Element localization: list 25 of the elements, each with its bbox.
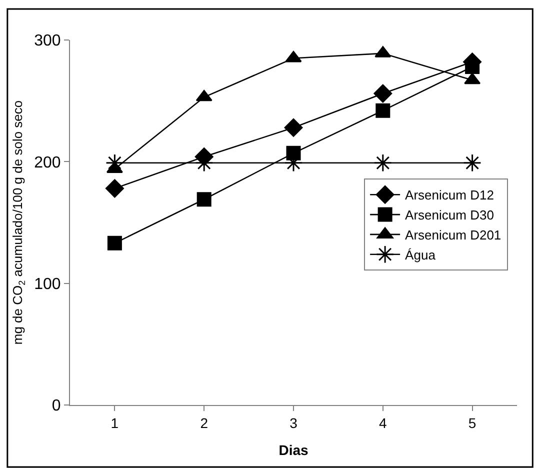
point — [374, 84, 392, 103]
legend-label: Arsenicum D12 — [405, 188, 494, 203]
point — [196, 90, 212, 102]
x-tick-label: 2 — [200, 414, 208, 431]
point — [196, 192, 212, 207]
x-tick-label: 3 — [290, 414, 298, 431]
legend-label: Arsenicum D30 — [405, 208, 494, 223]
point — [376, 103, 390, 118]
point — [284, 118, 303, 137]
y-tick-label: 200 — [34, 154, 61, 172]
point — [106, 179, 124, 198]
y-tick-label: 100 — [34, 276, 61, 293]
point — [374, 154, 392, 172]
x-axis-title: Dias — [278, 442, 308, 458]
x-tick-label: 4 — [379, 414, 387, 431]
x-tick-label: 1 — [110, 414, 119, 431]
point — [465, 60, 480, 74]
y-tick-label: 300 — [34, 32, 61, 50]
point — [464, 72, 481, 84]
legend-label: Água — [405, 247, 436, 262]
point — [463, 154, 482, 172]
x-tick-label: 5 — [468, 414, 476, 431]
y-tick-label: 0 — [52, 398, 61, 415]
legend-label: Arsenicum D201 — [405, 228, 502, 243]
point — [107, 236, 122, 250]
